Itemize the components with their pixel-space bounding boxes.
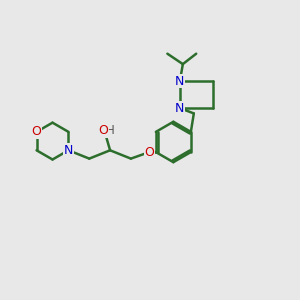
Text: O: O — [98, 124, 108, 137]
Text: N: N — [175, 102, 184, 115]
Text: O: O — [144, 146, 154, 159]
Text: H: H — [106, 124, 115, 137]
Text: N: N — [64, 144, 73, 157]
Text: O: O — [32, 125, 41, 138]
Text: N: N — [175, 75, 184, 88]
